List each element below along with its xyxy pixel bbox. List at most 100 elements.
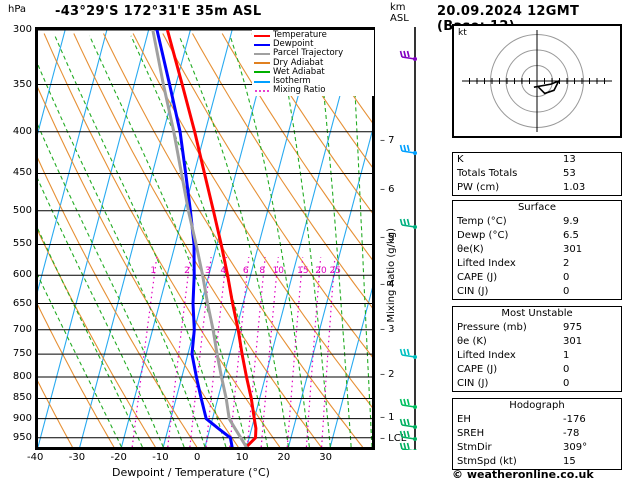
svg-text:8: 8 (259, 266, 265, 276)
svg-text:10: 10 (273, 266, 285, 276)
legend-item-mixing-ratio: Mixing Ratio (254, 85, 372, 96)
row-value: 0 (563, 364, 570, 375)
legend-swatch (254, 52, 270, 55)
table-row: Dewp (°C) 6.5 (453, 229, 621, 243)
pressure-tick-900: 900 (12, 412, 32, 424)
row-value: 1.03 (563, 182, 586, 193)
table-row: Pressure (mb) 975 (453, 321, 621, 335)
row-value: 301 (563, 244, 583, 255)
pressure-tick-850: 850 (12, 392, 32, 404)
temp-tick-20: 20 (277, 452, 291, 463)
wind-barb (399, 144, 417, 155)
row-value: 9.9 (563, 216, 579, 227)
wind-barb (399, 430, 417, 441)
pressure-tick-450: 450 (12, 167, 32, 179)
row-label: θe (K) (457, 336, 487, 347)
altitude-tick-3: – 3 (380, 324, 395, 336)
pressure-tick-350: 350 (12, 78, 32, 90)
temp-tick-0: 0 (194, 452, 201, 463)
row-label: EH (457, 414, 471, 425)
table-row: SREH -78 (453, 427, 621, 441)
svg-text:1: 1 (150, 266, 156, 276)
svg-text:3: 3 (205, 266, 211, 276)
temp-tick--40: -40 (27, 452, 44, 463)
legend-item-parcel-trajectory: Parcel Trajectory (254, 49, 372, 58)
wind-barb (399, 398, 417, 409)
svg-text:6: 6 (243, 266, 249, 276)
altitude-tick-6: – 6 (380, 184, 395, 196)
table-row: CAPE (J) 0 (453, 363, 621, 377)
svg-text:20: 20 (315, 266, 327, 276)
legend-item-dewpoint: Dewpoint (254, 39, 372, 49)
legend-item-temperature: Temperature (254, 30, 372, 40)
station-title: -43°29'S 172°31'E 35m ASL (55, 4, 262, 19)
pressure-tick-650: 650 (12, 297, 32, 309)
svg-text:25: 25 (330, 266, 341, 276)
table-row: CIN (J) 0 (453, 285, 621, 299)
table-row: θe (K) 301 (453, 335, 621, 349)
legend-swatch (254, 34, 270, 37)
legend: Temperature Dewpoint Parcel Trajectory Dry … (252, 30, 374, 97)
temp-tick--10: -10 (152, 452, 169, 463)
row-label: Lifted Index (457, 350, 516, 361)
row-label: CAPE (J) (457, 272, 498, 283)
pressure-tick-800: 800 (12, 371, 32, 382)
wind-barb (399, 442, 417, 450)
legend-item-dry-adiabat: Dry Adiabat (254, 58, 372, 68)
most-unstable-title: Most Unstable (501, 308, 573, 319)
table-row: Lifted Index 1 (453, 349, 621, 363)
legend-label: Isotherm (273, 75, 311, 86)
row-label: SREH (457, 428, 485, 439)
table-row: Totals Totals 53 (453, 167, 621, 181)
row-value: 975 (563, 322, 583, 333)
legend-swatch (254, 89, 270, 92)
table-row: CAPE (J) 0 (453, 271, 621, 285)
surface-table: Surface Temp (°C) 9.9 Dewp (°C) 6.5 θe(K) 301 L… (452, 200, 622, 300)
altitude-axis-unit-asl: ASL (390, 13, 409, 24)
row-value: 309° (563, 442, 588, 453)
row-label: CIN (J) (457, 286, 489, 297)
row-label: θe(K) (457, 244, 484, 255)
skewt-plot-area: 1 2 3 4 6 8 10 15 20 25 (38, 30, 372, 447)
altitude-axis-unit-km: km (390, 2, 406, 13)
surface-title: Surface (517, 202, 557, 213)
row-value: 301 (563, 336, 583, 347)
hodograph-stats-title: Hodograph (509, 400, 565, 411)
table-row: EH -176 (453, 413, 621, 427)
temp-tick-10: 10 (235, 452, 249, 463)
wind-barb (399, 348, 417, 359)
temp-tick--20: -20 (110, 452, 127, 463)
legend-label: Wet Adiabat (273, 66, 325, 77)
copyright-credit: © weatheronline.co.uk (452, 468, 594, 481)
row-label: CIN (J) (457, 378, 489, 389)
temp-tick-30: 30 (319, 452, 332, 463)
table-row: PW (cm) 1.03 (453, 181, 621, 195)
row-value: -78 (563, 428, 580, 439)
pressure-tick-500: 500 (12, 204, 32, 216)
pressure-tick-700: 700 (12, 323, 32, 335)
svg-text:15: 15 (297, 266, 308, 276)
lcl-marker: – LCL (380, 433, 407, 444)
x-axis-title: Dewpoint / Temperature (°C) (112, 466, 270, 479)
table-row: StmDir 309° (453, 441, 621, 455)
row-label: PW (cm) (457, 182, 500, 193)
hodograph-unit-label: kt (458, 28, 467, 38)
row-value: 13 (563, 154, 576, 165)
legend-label: Mixing Ratio (273, 85, 326, 96)
row-value: 0 (563, 286, 570, 297)
legend-swatch (254, 71, 270, 74)
table-row: Temp (°C) 9.9 (453, 215, 621, 229)
table-row: K 13 (453, 153, 621, 167)
svg-text:4: 4 (220, 266, 226, 276)
pressure-tick-550: 550 (12, 238, 32, 250)
pressure-axis-unit: hPa (8, 4, 27, 15)
row-label: StmDir (457, 442, 492, 453)
hodograph-panel: kt (452, 24, 622, 138)
temp-tick--30: -30 (68, 452, 86, 463)
row-label: Lifted Index (457, 258, 516, 269)
row-value: 0 (563, 272, 570, 283)
altitude-tick-2: – 2 (380, 368, 395, 380)
row-value: -176 (563, 414, 586, 425)
wind-barb (399, 50, 417, 61)
legend-item-wet-adiabat: Wet Adiabat (254, 66, 372, 77)
